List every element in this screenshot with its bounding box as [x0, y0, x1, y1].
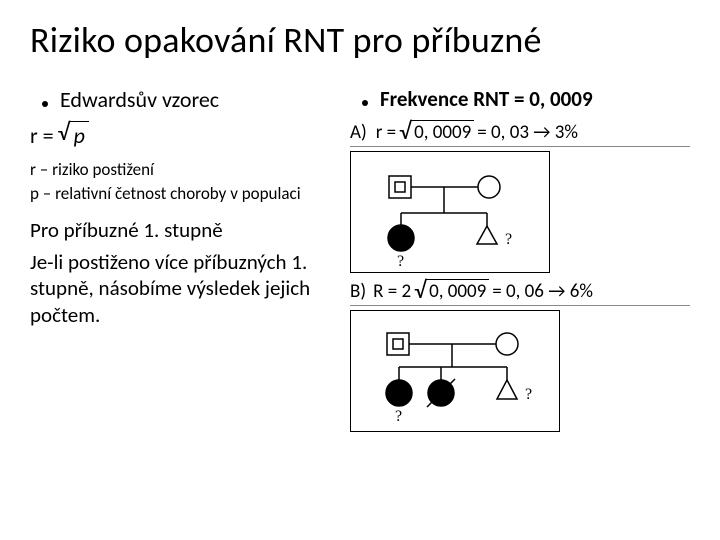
- def-r: r – riziko postižení: [30, 159, 330, 181]
- qmark-icon: ?: [397, 253, 404, 268]
- right-bullet: Frekvence RNT = 0, 0009: [350, 86, 690, 112]
- pedigree-b: ? ?: [350, 310, 560, 432]
- def-p: p – relativní četnost choroby v populaci: [30, 183, 330, 205]
- qmark-icon: ?: [505, 231, 512, 248]
- right-column: Frekvence RNT = 0, 0009 A) r = √ 0, 0009…: [350, 86, 690, 438]
- right-bullet-text: Frekvence RNT = 0, 0009: [380, 86, 593, 112]
- qmark-icon: ?: [525, 386, 532, 403]
- left-column: Edwardsův vzorec r = √ p r – riziko post…: [30, 86, 330, 438]
- case-b-lhs: R = 2: [373, 280, 411, 303]
- case-a-label: A): [350, 121, 367, 144]
- edwards-formula: r = √ p: [30, 121, 330, 149]
- left-bullet: Edwardsův vzorec: [30, 86, 330, 113]
- pedigree-a: ? ?: [350, 151, 550, 273]
- radical-icon: √: [414, 279, 426, 303]
- left-body: Je-li postiženo více příbuzných 1. stupn…: [30, 249, 330, 328]
- formula-lhs: r =: [30, 122, 54, 149]
- pedigree-b-svg: ? ?: [359, 317, 559, 427]
- case-a-radicand: 0, 0009: [411, 120, 474, 144]
- radical-icon: √: [399, 120, 411, 144]
- bullet-icon: [362, 100, 368, 106]
- content-columns: Edwardsův vzorec r = √ p r – riziko post…: [30, 86, 690, 438]
- sqrt-symbol: √ 0, 0009: [399, 120, 474, 144]
- qmark-icon: ?: [395, 408, 402, 425]
- left-subhead: Pro příbuzné 1. stupně: [30, 217, 330, 243]
- radical-icon: √: [58, 121, 70, 149]
- pedigree-a-svg: ? ?: [359, 158, 539, 268]
- case-b-radicand: 0, 0009: [426, 279, 489, 303]
- sqrt-symbol: √ p: [58, 121, 89, 149]
- sqrt-symbol: √ 0, 0009: [414, 279, 489, 303]
- bullet-icon: [42, 101, 48, 107]
- slide-title: Riziko opakování RNT pro příbuzné: [30, 18, 690, 62]
- case-b-eq: = 0, 06 → 6%: [492, 280, 593, 303]
- formula-radicand: p: [70, 121, 89, 149]
- case-a-formula: A) r = √ 0, 0009 = 0, 03 → 3%: [350, 120, 690, 147]
- case-b-formula: B) R = 2 √ 0, 0009 = 0, 06 → 6%: [350, 279, 690, 306]
- case-a-lhs: r =: [376, 121, 396, 144]
- left-bullet-text: Edwardsův vzorec: [60, 86, 219, 113]
- case-b-label: B): [350, 280, 366, 303]
- case-a-eq: = 0, 03 → 3%: [477, 121, 578, 144]
